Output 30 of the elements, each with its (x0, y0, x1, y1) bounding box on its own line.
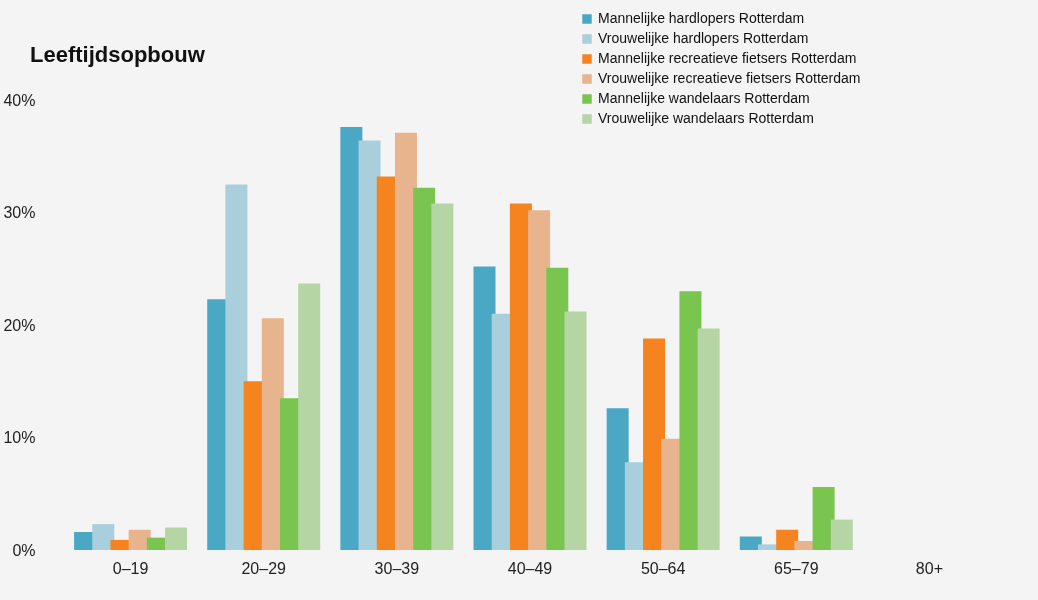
x-tick-label: 40–49 (507, 559, 553, 577)
x-tick-label: 0–19 (112, 559, 149, 577)
x-tick-label: 20–29 (241, 559, 287, 577)
bar (812, 487, 835, 550)
x-tick-label: 50–64 (640, 559, 686, 577)
x-tick-label: 80+ (915, 559, 943, 577)
legend-label: Vrouwelijke wandelaars Rotterdam (598, 110, 814, 126)
bar (225, 184, 248, 550)
bar (643, 338, 666, 550)
y-tick-label: 0% (12, 541, 36, 559)
chart-title: Leeftijdsopbouw (30, 42, 206, 67)
x-tick-label: 65–79 (774, 559, 819, 577)
bar (564, 311, 587, 550)
bar (298, 283, 321, 550)
bar (165, 527, 188, 550)
legend-label: Mannelijke wandelaars Rotterdam (598, 90, 810, 106)
y-tick-label: 20% (3, 316, 36, 334)
legend-label: Vrouwelijke recreatieve fietsers Rotterdam (598, 70, 861, 86)
bar (92, 524, 115, 550)
y-tick-label: 30% (3, 204, 36, 221)
legend-label: Mannelijke hardlopers Rotterdam (598, 10, 805, 26)
bar (431, 203, 454, 550)
x-tick-label: 30–39 (374, 559, 420, 577)
bar (830, 519, 853, 550)
y-tick-label: 10% (3, 429, 36, 446)
y-tick-label: 40% (3, 91, 36, 109)
bar (776, 529, 799, 550)
legend-label: Vrouwelijke hardlopers Rotterdam (598, 30, 809, 46)
bar (697, 328, 720, 550)
legend-label: Mannelijke recreatieve fietsers Rotterdam (598, 50, 857, 66)
